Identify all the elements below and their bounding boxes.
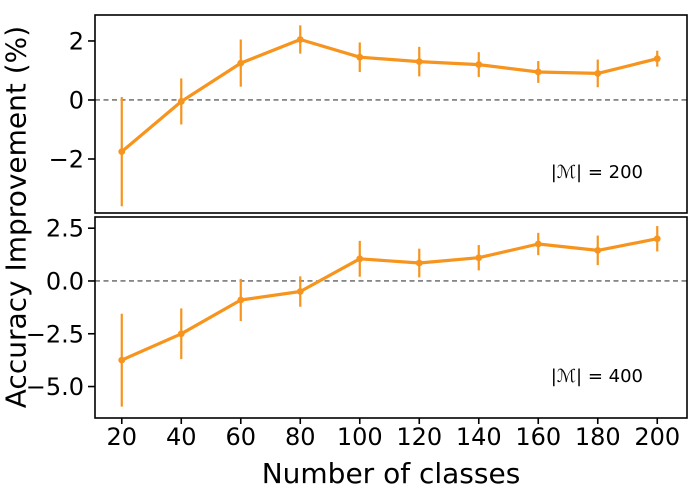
- x-tick-label: 80: [285, 423, 316, 451]
- panel-annotation-m400: |ℳ| = 400: [551, 366, 643, 387]
- x-tick-label: 140: [456, 423, 502, 451]
- axes-frame: [94, 216, 688, 419]
- x-tick-label: 200: [634, 423, 680, 451]
- x-axis: 20 40 60 80 100 120 140 160 180 200: [107, 418, 680, 451]
- panel-bottom: 2.5 0.0 −2.5 −5.0: [26, 215, 688, 419]
- x-tick-label: 20: [107, 423, 138, 451]
- data-point: [415, 259, 423, 267]
- x-axis-label: Number of classes: [261, 457, 521, 490]
- data-point: [356, 53, 364, 61]
- data-point: [415, 58, 423, 66]
- x-tick-label: 180: [575, 423, 621, 451]
- data-point: [118, 148, 126, 156]
- y-tick-label: 2: [69, 27, 84, 55]
- y-tick-label: 0.0: [46, 267, 84, 295]
- axes-frame: [94, 14, 688, 214]
- x-tick-label: 160: [515, 423, 561, 451]
- data-point: [475, 254, 483, 262]
- plot-area: 20−22.50.0−2.5−5.020 40 60 80 100 120 140 160 18…: [26, 14, 688, 451]
- y-tick-label: −2.5: [26, 320, 84, 348]
- data-point: [653, 235, 661, 243]
- data-point: [356, 255, 364, 263]
- data-point: [296, 36, 304, 43]
- data-point: [594, 246, 602, 254]
- y-tick-label: 0: [69, 86, 84, 114]
- y-tick-label: 2.5: [46, 215, 84, 243]
- data-point: [653, 55, 661, 63]
- panel-annotation-m200: |ℳ| = 200: [551, 162, 643, 183]
- data-point: [237, 59, 245, 67]
- panel-top: 2 0 −2: [49, 14, 688, 214]
- y-tick-label: −5.0: [26, 373, 84, 401]
- y-tick-label: −2: [49, 146, 84, 174]
- data-point: [177, 330, 185, 338]
- data-point: [296, 288, 304, 295]
- series-line: [120, 237, 659, 362]
- x-tick-label: 120: [396, 423, 442, 451]
- series-line: [120, 37, 659, 154]
- data-point: [237, 296, 245, 304]
- x-tick-label: 60: [225, 423, 256, 451]
- data-point: [475, 61, 483, 68]
- x-tick-label: 40: [166, 423, 197, 451]
- data-point: [534, 68, 542, 76]
- data-point: [118, 356, 126, 364]
- data-point: [594, 70, 602, 77]
- x-tick-label: 100: [337, 423, 383, 451]
- data-point: [177, 98, 185, 105]
- data-point: [534, 240, 542, 248]
